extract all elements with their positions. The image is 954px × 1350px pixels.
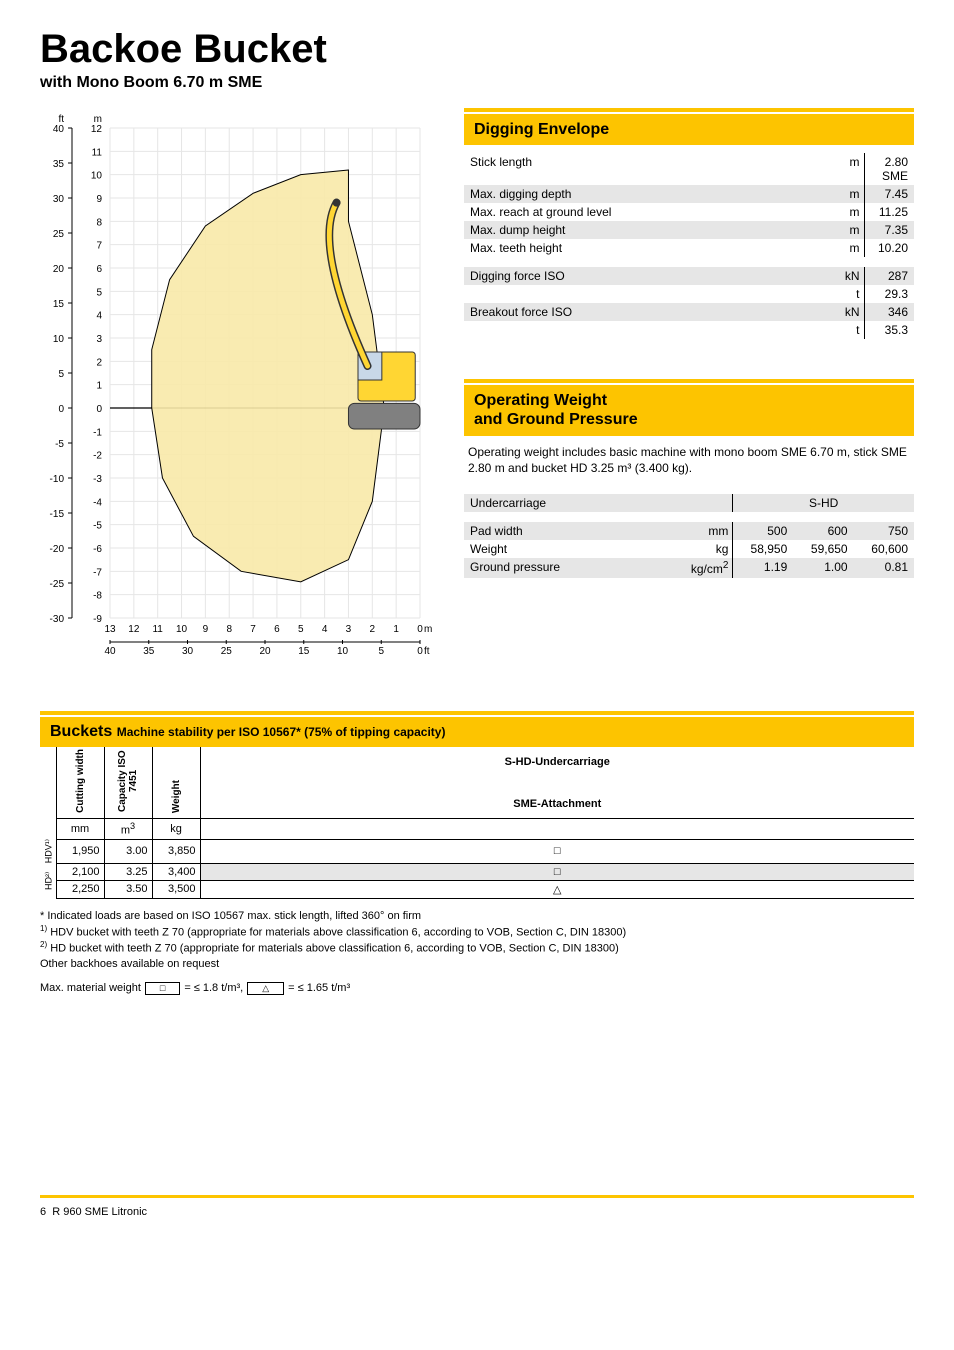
svg-text:-5: -5 [55, 439, 64, 450]
svg-text:6: 6 [274, 624, 280, 635]
svg-text:2: 2 [370, 624, 376, 635]
svg-text:-5: -5 [93, 521, 102, 532]
svg-text:m: m [424, 624, 432, 635]
svg-text:3: 3 [96, 334, 102, 345]
svg-text:-25: -25 [50, 579, 65, 590]
svg-text:5: 5 [58, 369, 64, 380]
weight-table: UndercarriageS-HDPad widthmm500600750Wei… [464, 494, 914, 578]
page-footer: 6 R 960 SME Litronic [40, 1195, 914, 1218]
svg-text:5: 5 [96, 287, 102, 298]
svg-text:15: 15 [298, 646, 310, 657]
buckets-section: Buckets Machine stability per ISO 10567*… [40, 711, 914, 995]
svg-text:12: 12 [128, 624, 140, 635]
svg-text:6: 6 [96, 264, 102, 275]
svg-text:-2: -2 [93, 451, 102, 462]
svg-text:25: 25 [221, 646, 233, 657]
svg-text:0: 0 [96, 404, 102, 415]
svg-text:20: 20 [259, 646, 271, 657]
svg-text:20: 20 [53, 264, 65, 275]
svg-text:9: 9 [203, 624, 209, 635]
svg-text:12: 12 [91, 124, 103, 135]
svg-text:11: 11 [92, 147, 103, 158]
digging-envelope-table: Stick lengthm2.80SMEMax. digging depthm7… [464, 153, 914, 339]
svg-text:10: 10 [176, 624, 188, 635]
digging-envelope-chart: -9-8-7-6-5-4-3-2-10123456789101112012345… [40, 108, 440, 668]
svg-text:10: 10 [337, 646, 349, 657]
svg-text:25: 25 [53, 229, 65, 240]
svg-text:-1: -1 [93, 427, 102, 438]
svg-text:-7: -7 [93, 567, 102, 578]
svg-text:9: 9 [96, 194, 102, 205]
svg-text:-10: -10 [50, 474, 65, 485]
svg-text:0: 0 [417, 624, 423, 635]
material-weight-legend: Max. material weight □ = ≤ 1.8 t/m³, △ =… [40, 982, 914, 995]
svg-text:-15: -15 [50, 509, 65, 520]
buckets-header: Buckets Machine stability per ISO 10567*… [40, 717, 914, 747]
svg-text:7: 7 [250, 624, 256, 635]
svg-text:-8: -8 [93, 591, 102, 602]
weight-description: Operating weight includes basic machine … [464, 436, 914, 486]
svg-text:4: 4 [322, 624, 328, 635]
svg-text:10: 10 [53, 334, 65, 345]
svg-text:5: 5 [378, 646, 384, 657]
svg-text:30: 30 [53, 194, 65, 205]
svg-text:13: 13 [104, 624, 116, 635]
svg-text:11: 11 [152, 624, 163, 635]
svg-text:-9: -9 [93, 614, 102, 625]
svg-text:35: 35 [53, 159, 65, 170]
svg-text:ft: ft [424, 646, 430, 657]
svg-text:ft: ft [58, 114, 64, 125]
svg-text:4: 4 [96, 311, 102, 322]
svg-text:1: 1 [96, 381, 102, 392]
weight-header: Operating Weight and Ground Pressure [464, 385, 914, 435]
svg-text:35: 35 [143, 646, 155, 657]
page-title: Backoe Bucket [40, 28, 914, 70]
svg-text:8: 8 [226, 624, 232, 635]
svg-text:-4: -4 [93, 497, 102, 508]
svg-text:0: 0 [417, 646, 423, 657]
page-subtitle: with Mono Boom 6.70 m SME [40, 74, 914, 92]
digging-envelope-header: Digging Envelope [464, 114, 914, 145]
svg-text:15: 15 [53, 299, 65, 310]
footnotes: * Indicated loads are based on ISO 10567… [40, 909, 914, 972]
buckets-table: Cutting widthCapacity ISO 7451WeightS-HD… [40, 747, 914, 899]
svg-text:8: 8 [96, 217, 102, 228]
svg-text:3: 3 [346, 624, 352, 635]
svg-text:-20: -20 [50, 544, 65, 555]
svg-text:2: 2 [96, 357, 102, 368]
svg-text:-3: -3 [93, 474, 102, 485]
svg-text:7: 7 [96, 241, 102, 252]
svg-text:-6: -6 [93, 544, 102, 555]
svg-text:1: 1 [393, 624, 399, 635]
svg-text:0: 0 [58, 404, 64, 415]
svg-text:30: 30 [182, 646, 194, 657]
svg-text:10: 10 [91, 171, 103, 182]
svg-text:-30: -30 [50, 614, 65, 625]
svg-text:5: 5 [298, 624, 304, 635]
svg-text:40: 40 [104, 646, 116, 657]
svg-text:m: m [94, 114, 102, 125]
svg-text:40: 40 [53, 124, 65, 135]
